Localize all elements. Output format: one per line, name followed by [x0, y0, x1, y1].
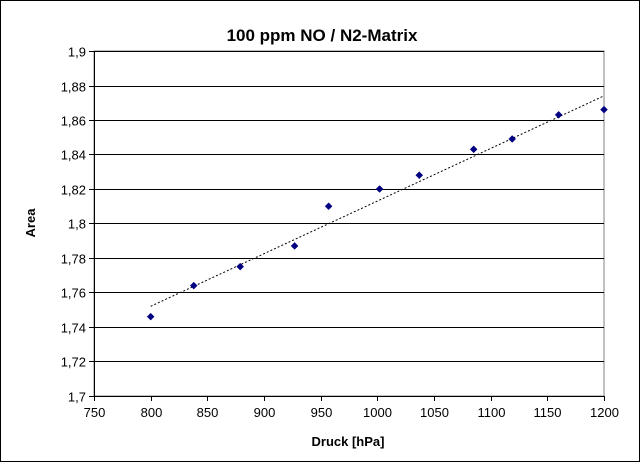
y-tick-label: 1,88	[61, 80, 86, 95]
y-tick-label: 1,82	[61, 183, 86, 198]
y-tick-label: 1,7	[68, 390, 86, 405]
chart-title: 100 ppm NO / N2-Matrix	[227, 26, 418, 45]
trendline	[150, 95, 605, 307]
x-tick-label: 1200	[590, 405, 619, 420]
y-tick-label: 1,8	[68, 217, 86, 232]
y-tick-label: 1,78	[61, 252, 86, 267]
data-point	[236, 262, 245, 271]
x-tick-label: 1000	[363, 405, 392, 420]
y-tick-label: 1,76	[61, 286, 86, 301]
y-tick-label: 1,86	[61, 114, 86, 129]
gridlines	[94, 51, 604, 397]
x-tick-label: 1100	[478, 405, 506, 420]
data-point	[415, 171, 424, 180]
data-points	[146, 105, 608, 321]
data-point	[324, 202, 333, 211]
y-axis-ticks: 1,7 1,72 1,74 1,76 1,78 1,8 1,82 1,84 1,86 1,88 1,…	[61, 45, 94, 405]
x-tick-label: 1050	[420, 405, 449, 420]
x-tick-label: 850	[197, 405, 219, 420]
x-axis-ticks: 750 800 850 900 950 1000 1050 1100 1150 1200	[84, 396, 619, 420]
x-tick-label: 1150	[534, 405, 562, 420]
y-axis-label: Area	[23, 208, 38, 238]
data-point	[508, 135, 517, 143]
x-tick-label: 750	[84, 405, 106, 420]
x-tick-label: 950	[311, 405, 333, 420]
data-point	[554, 110, 563, 119]
y-tick-label: 1,74	[61, 321, 86, 336]
data-point	[146, 312, 155, 321]
x-tick-label: 900	[254, 405, 276, 420]
y-tick-label: 1,9	[68, 45, 86, 60]
y-tick-label: 1,84	[61, 148, 86, 163]
data-point	[290, 242, 299, 250]
data-point	[189, 281, 198, 290]
y-tick-label: 1,72	[61, 355, 86, 370]
trendline-line	[150, 95, 605, 307]
x-tick-label: 800	[141, 405, 163, 420]
data-point	[375, 185, 384, 193]
data-point	[469, 145, 478, 154]
x-axis-label: Druck [hPa]	[312, 434, 385, 449]
data-point	[600, 105, 608, 114]
